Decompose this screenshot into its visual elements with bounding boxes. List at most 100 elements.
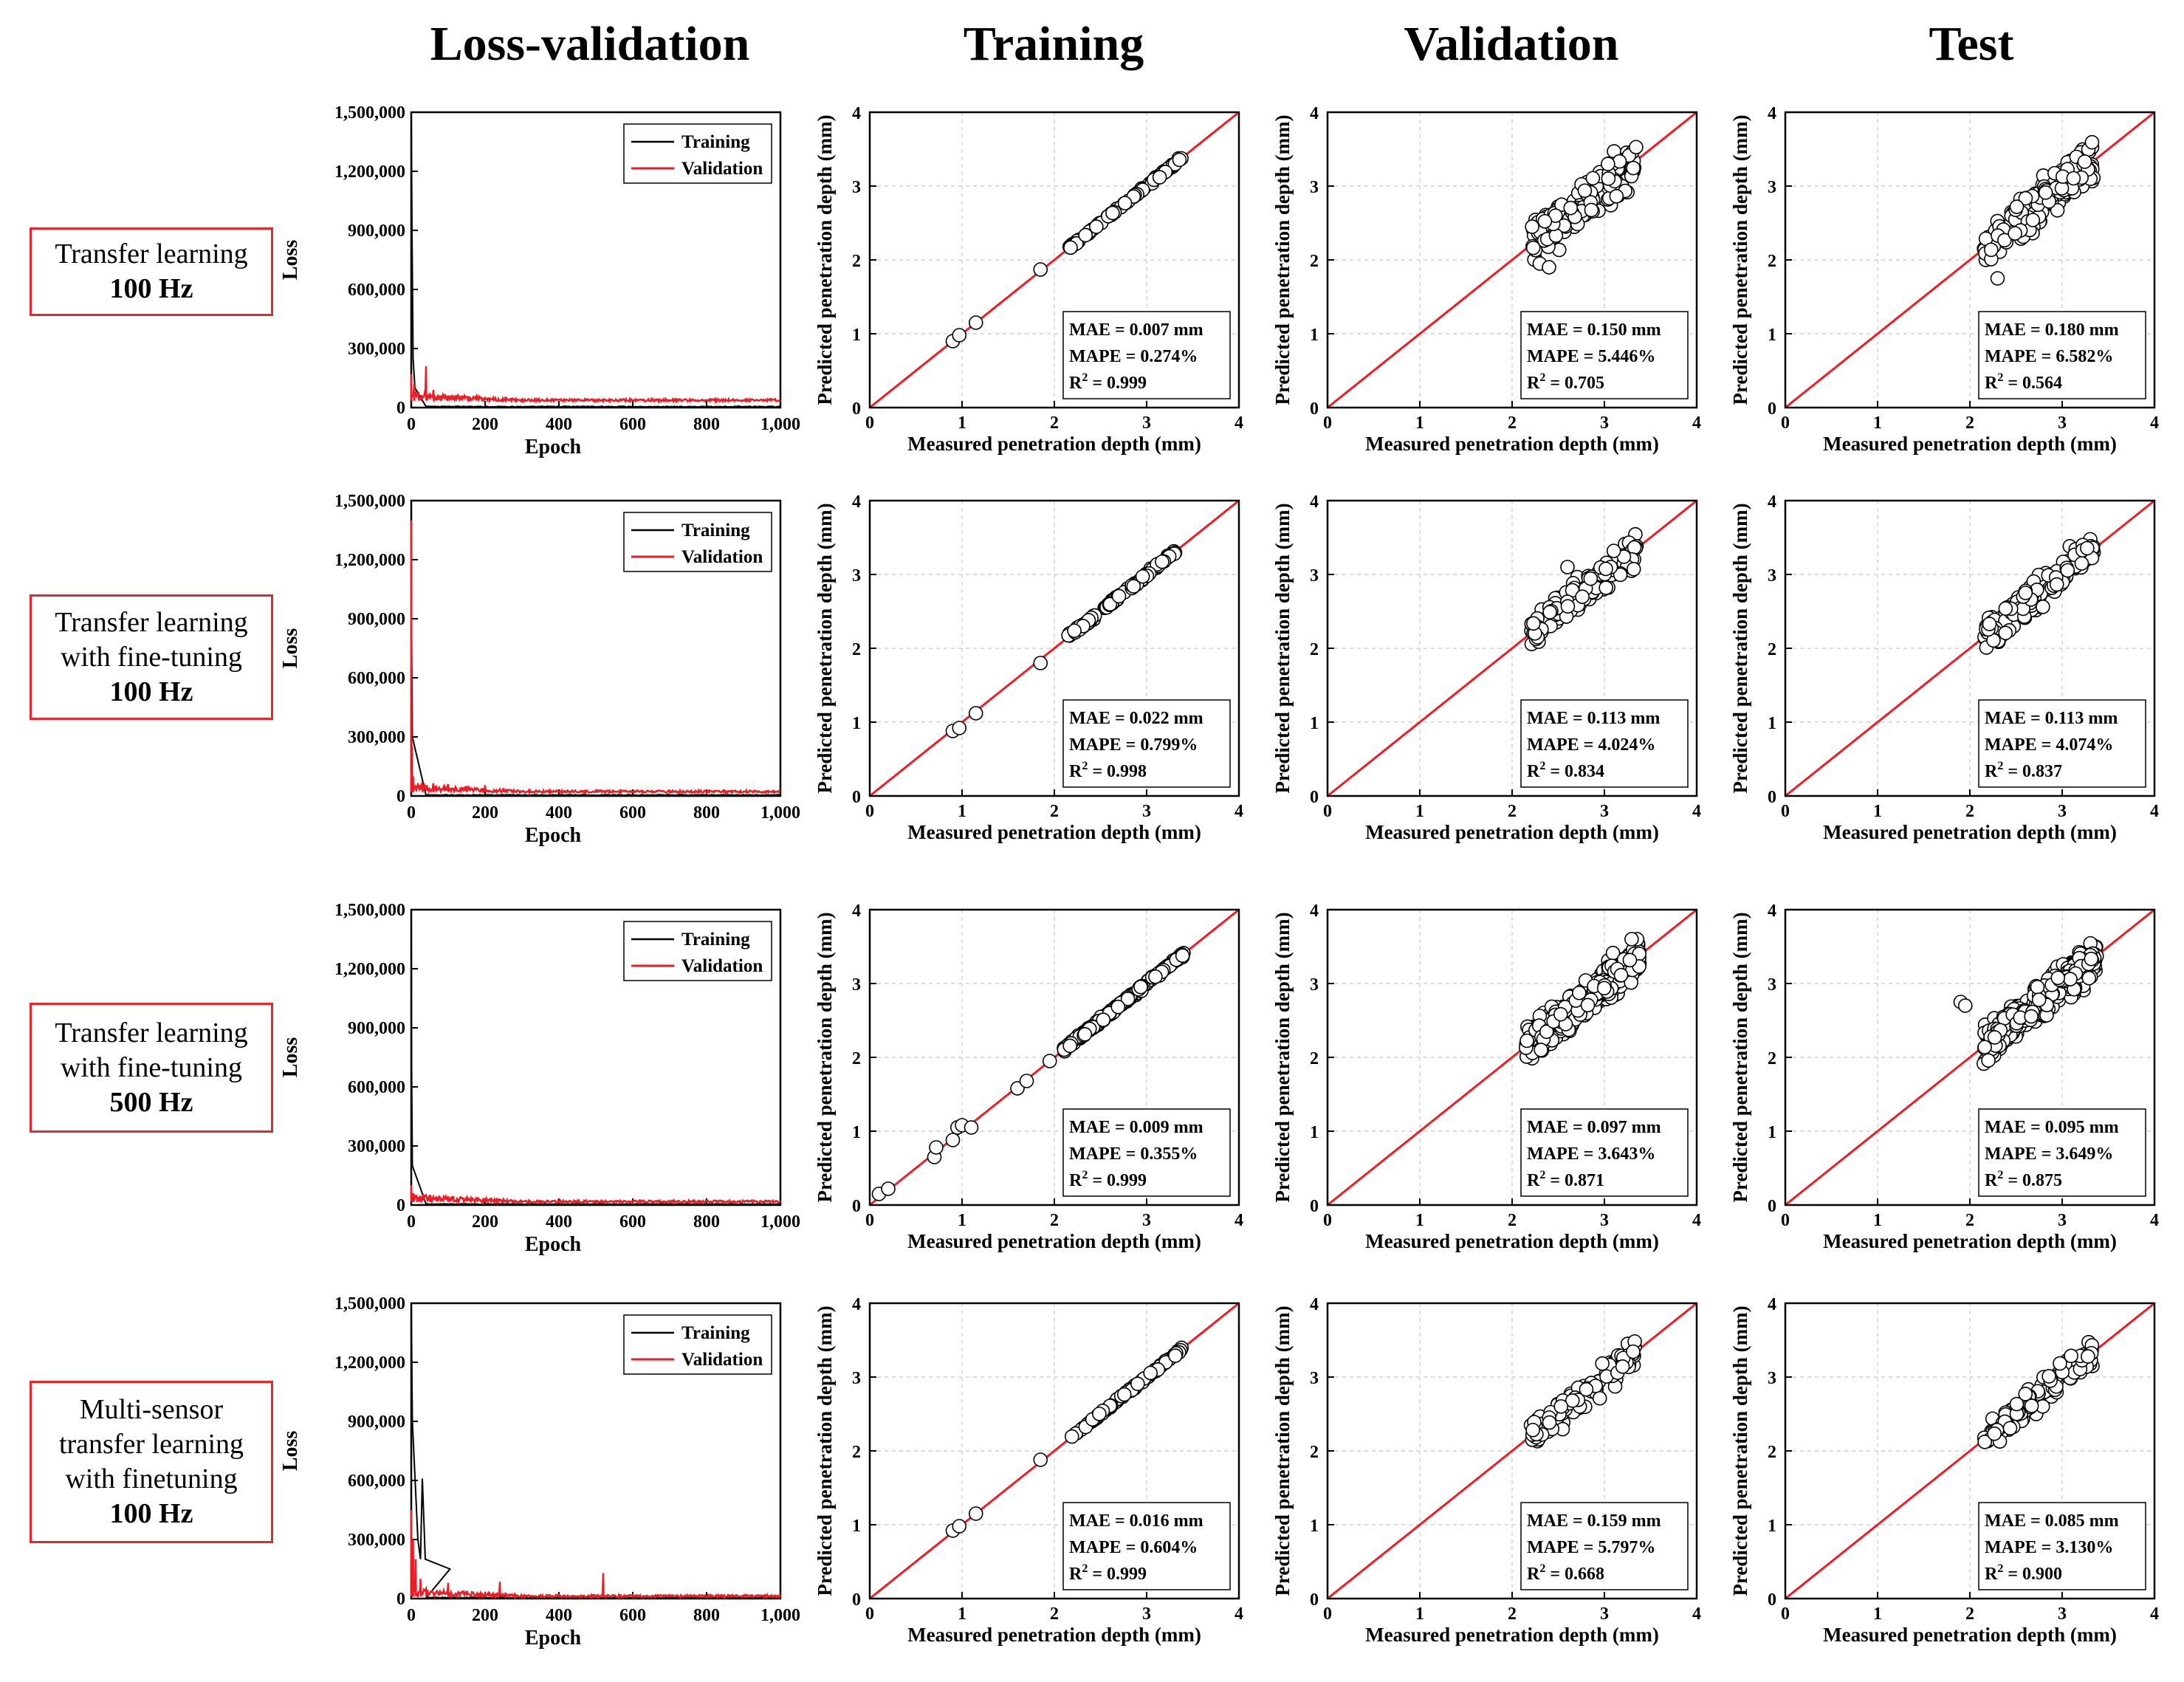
legend-box: [623, 512, 772, 572]
x-tick-label: 0: [1323, 802, 1332, 821]
data-point: [2077, 154, 2092, 169]
x-tick-label: 800: [693, 1212, 720, 1232]
y-tick-label: 4: [1310, 1295, 1319, 1314]
data-point: [2081, 1349, 2095, 1364]
y-tick-label: 300,000: [348, 728, 405, 747]
data-point: [929, 1140, 944, 1155]
y-tick-label: 0: [852, 1590, 861, 1610]
y-tick-label: 4: [852, 104, 861, 123]
metric-mape: MAPE = 0.355%: [1069, 1144, 1198, 1164]
x-tick-label: 3: [1142, 1211, 1151, 1230]
x-tick-label: 400: [546, 1212, 572, 1232]
metrics-box: [1520, 699, 1689, 788]
metrics-box: [1062, 1502, 1231, 1590]
data-point: [952, 1519, 967, 1534]
validation-loss-line: [410, 520, 781, 796]
row-label-line: Multi-sensor: [79, 1394, 224, 1425]
x-tick-label: 4: [1234, 1211, 1243, 1230]
data-point: [1062, 1038, 1077, 1054]
y-tick-label: 0: [396, 1196, 405, 1215]
metric-mape: MAPE = 0.604%: [1069, 1538, 1198, 1557]
data-point: [881, 1181, 896, 1196]
x-tick-label: 200: [472, 1212, 498, 1232]
x-tick-label: 1,000: [760, 1606, 800, 1625]
loss-plot-frame: [410, 111, 782, 409]
data-point: [1553, 1399, 1569, 1414]
data-point: [1089, 219, 1104, 234]
x-tick-label: 400: [546, 1606, 572, 1625]
data-point: [1042, 1054, 1057, 1068]
data-point: [1117, 196, 1133, 210]
x-tick-label: 2: [1965, 802, 1974, 821]
y-axis-label: Predicted penetration depth (mm): [814, 912, 836, 1202]
metric-mape: MAPE = 5.446%: [1527, 347, 1655, 366]
x-tick-label: 2: [1965, 1604, 1974, 1624]
x-tick-label: 0: [1781, 413, 1790, 433]
data-point: [1019, 1074, 1034, 1088]
x-tick-label: 1: [958, 413, 966, 433]
data-point: [968, 315, 983, 330]
data-point: [1519, 1033, 1534, 1048]
y-tick-label: 4: [1310, 902, 1319, 921]
y-tick-label: 300,000: [348, 340, 405, 359]
data-point: [2050, 970, 2066, 986]
x-tick-label: 0: [407, 1606, 416, 1625]
x-tick-label: 1: [958, 1211, 966, 1230]
data-point: [968, 706, 983, 721]
parity-panel-r4-c1: 00 1 1 2 2 3 3 4 4 Measured penetration depth (mm…: [814, 1295, 1243, 1646]
row-label-frequency: 100 Hz: [109, 273, 193, 304]
data-point: [1126, 579, 1141, 594]
y-tick-label: 4: [1768, 902, 1776, 921]
x-tick-label: 4: [2150, 1211, 2159, 1230]
data-point: [2009, 1396, 2025, 1412]
row-label-line: Transfer learning: [55, 606, 248, 638]
y-tick-label: 3: [852, 975, 861, 995]
y-tick-label: 0: [396, 1590, 405, 1609]
data-point: [1596, 981, 1612, 996]
x-axis-label: Epoch: [525, 1233, 582, 1256]
y-tick-label: 0: [1310, 399, 1319, 419]
data-point: [2084, 951, 2099, 967]
y-tick-label: 4: [852, 1295, 861, 1314]
data-point: [2066, 171, 2081, 186]
data-point: [1981, 1053, 1996, 1068]
row-label-line: with fine-tuning: [61, 641, 242, 673]
data-point: [1622, 952, 1638, 968]
data-point: [2064, 1348, 2078, 1364]
y-tick-label: 0: [852, 788, 861, 807]
data-point: [1626, 1344, 1641, 1359]
x-axis-label: Measured penetration depth (mm): [1365, 1230, 1659, 1252]
y-tick-label: 1,200,000: [334, 551, 405, 570]
y-tick-label: 1: [1310, 1123, 1319, 1142]
metric-r2: R2 = 0.998: [1069, 760, 1147, 781]
y-tick-label: 4: [1768, 104, 1776, 123]
x-tick-label: 3: [1142, 802, 1151, 821]
x-tick-label: 3: [2058, 802, 2067, 821]
parity-panel-r1-c2: 00 1 1 2 2 3 3 4 4 Measured penetration depth (mm…: [1271, 104, 1701, 455]
row-label-frequency: 500 Hz: [109, 1086, 193, 1118]
legend-box: [623, 123, 772, 184]
data-point: [1579, 1381, 1594, 1397]
parity-panel-r4-c2: 00 1 1 2 2 3 3 4 4 Measured penetration depth (mm…: [1271, 1295, 1701, 1646]
data-point: [2024, 1009, 2039, 1024]
x-tick-label: 600: [619, 1212, 646, 1232]
metric-mae: MAE = 0.016 mm: [1069, 1511, 1203, 1531]
data-point: [1064, 1429, 1079, 1444]
metric-r2: R2 = 0.999: [1069, 371, 1147, 393]
loss-panel-1: 0 300,000 600,000 900,000 1,200,000 1,500,000…: [279, 103, 800, 459]
data-point: [1626, 160, 1641, 176]
y-axis-label: Predicted penetration depth (mm): [1271, 912, 1294, 1202]
data-point: [1172, 152, 1187, 168]
metric-r2: R2 = 0.900: [1985, 1562, 2062, 1584]
metric-mae: MAE = 0.009 mm: [1069, 1118, 1203, 1137]
column-title-validation: Validation: [1404, 17, 1619, 71]
x-axis-label: Measured penetration depth (mm): [907, 433, 1201, 455]
metric-r2: R2 = 0.705: [1527, 371, 1604, 393]
data-point: [1067, 623, 1082, 639]
x-tick-label: 2: [1050, 413, 1059, 433]
x-tick-label: 0: [865, 1211, 874, 1230]
y-tick-label: 3: [852, 178, 861, 197]
y-tick-label: 1: [1768, 1517, 1776, 1536]
x-tick-label: 200: [472, 1606, 498, 1625]
metric-mae: MAE = 0.097 mm: [1527, 1118, 1661, 1137]
